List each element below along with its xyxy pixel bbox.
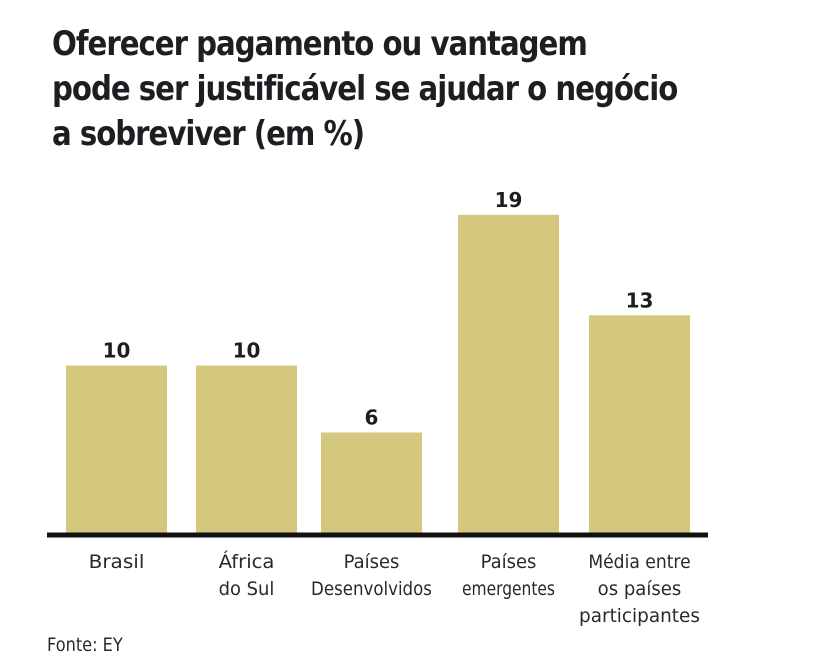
chart-title: Oferecer pagamento ou vantagem pode ser … <box>52 22 688 157</box>
category-label-africa-do-sul: África <box>219 550 275 573</box>
value-label-africa-do-sul: 10 <box>233 339 261 363</box>
value-labels-group: 10 10 6 19 13 <box>103 188 654 430</box>
value-label-media-entre-os-paises-participantes: 13 <box>626 288 654 312</box>
value-label-paises-desenvolvidos: 6 <box>365 406 379 430</box>
bar-paises-emergentes <box>458 214 559 533</box>
bar-brasil <box>66 365 167 533</box>
category-label-paises-emergentes: emergentes <box>462 578 555 600</box>
category-label-media-entre-os-paises-participantes: os países <box>598 578 682 600</box>
category-label-africa-do-sul: do Sul <box>219 578 275 600</box>
category-label-brasil: Brasil <box>89 551 145 573</box>
value-label-paises-emergentes: 19 <box>495 188 523 212</box>
category-label-paises-desenvolvidos: Países <box>344 551 400 573</box>
category-label-paises-desenvolvidos: Desenvolvidos <box>311 578 432 600</box>
bars-group <box>66 214 690 533</box>
category-label-media-entre-os-paises-participantes: participantes <box>579 605 700 627</box>
chart-title-line: Oferecer pagamento ou vantagem <box>52 24 588 64</box>
source-note: Fonte: EY <box>47 634 123 656</box>
category-labels-group: Brasil África do Sul Países Desenvolvidos Paí… <box>89 550 700 627</box>
bar-africa-do-sul <box>196 365 297 533</box>
category-label-media-entre-os-paises-participantes: Média entre <box>588 551 690 573</box>
category-label-paises-emergentes: Países <box>481 551 537 573</box>
value-label-brasil: 10 <box>103 339 131 363</box>
chart-title-line: a sobreviver (em %) <box>52 114 365 154</box>
bar-media-entre-os-paises-participantes <box>589 315 690 533</box>
chart-title-line: pode ser justificável se ajudar o negóci… <box>52 69 678 109</box>
bar-paises-desenvolvidos <box>321 432 422 533</box>
